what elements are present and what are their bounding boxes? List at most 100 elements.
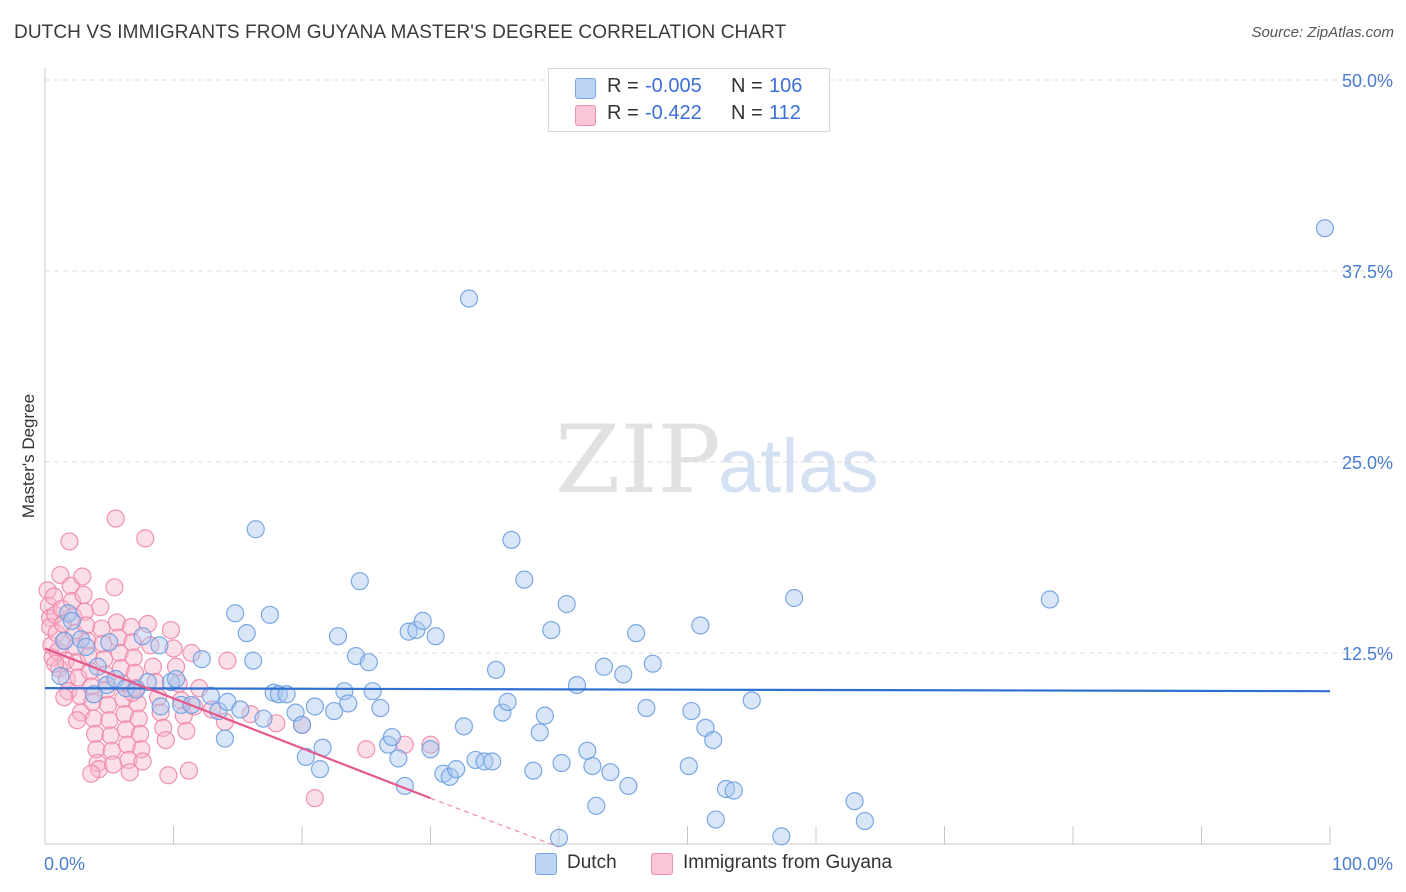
guyana-point — [92, 619, 111, 638]
y-tick-label: 37.5% — [1342, 262, 1393, 282]
dutch-point — [151, 697, 170, 716]
dutch-point — [542, 620, 561, 640]
dutch-point — [426, 627, 445, 646]
guyana-point — [91, 598, 110, 617]
guyana-point — [105, 578, 124, 597]
dutch-point — [679, 756, 698, 776]
guyana-point — [106, 509, 125, 528]
dutch-point — [530, 723, 549, 742]
y-axis-label: Master's Degree — [19, 394, 38, 518]
legend-r-label: R = — [607, 102, 639, 124]
guyana-point — [84, 709, 103, 728]
series-dutch — [51, 219, 1334, 847]
dutch-point — [407, 620, 426, 640]
dutch-point — [524, 761, 543, 780]
legend-r-value: -0.005 — [645, 75, 702, 97]
legend-n-label: N = — [731, 75, 763, 97]
dutch-point — [486, 660, 506, 679]
guyana-point — [69, 668, 88, 687]
watermark-atlas: atlas — [718, 424, 879, 509]
dutch-point — [226, 604, 245, 623]
dutch-point — [493, 703, 512, 722]
guyana-point — [143, 657, 163, 676]
guyana-point — [357, 740, 376, 759]
guyana-point — [136, 529, 155, 548]
guyana-point — [120, 763, 139, 782]
guyana-point — [218, 651, 237, 670]
guyana-point — [177, 721, 196, 741]
guyana-point — [107, 613, 127, 632]
legend-swatch-dutch — [535, 853, 557, 875]
dutch-point — [51, 666, 70, 686]
series-guyana — [38, 509, 440, 808]
dutch-trend-line — [44, 687, 1331, 693]
dutch-point — [77, 637, 96, 656]
guyana-point — [421, 735, 440, 754]
axes — [44, 68, 1331, 845]
dutch-point — [413, 611, 432, 631]
legend-r-value: -0.422 — [645, 102, 702, 124]
dutch-point — [682, 701, 701, 721]
y-tick-label: 25.0% — [1342, 453, 1393, 473]
guyana-point — [98, 695, 118, 715]
guyana-point — [88, 753, 107, 773]
guyana-point — [73, 567, 92, 586]
dutch-point — [84, 685, 103, 704]
x-tick-label: 100.0% — [1332, 854, 1393, 874]
guyana-point — [101, 726, 120, 745]
dutch-point — [785, 588, 804, 608]
watermark: ZIP atlas — [555, 406, 879, 515]
dutch-point — [716, 779, 736, 799]
dutch-point — [459, 289, 479, 308]
guyana-point — [182, 643, 201, 663]
dutch-point — [62, 611, 82, 631]
guyana-point — [47, 624, 66, 643]
guyana-point — [115, 705, 134, 724]
dutch-point — [260, 605, 279, 624]
dutch-point — [594, 657, 614, 676]
guyana-point — [74, 585, 93, 605]
dutch-point — [691, 616, 710, 635]
dutch-point — [382, 727, 402, 747]
guyana-point — [82, 764, 101, 783]
dutch-point — [567, 675, 587, 695]
dutch-point — [296, 747, 315, 767]
guyana-point — [68, 711, 87, 730]
dutch-point — [704, 730, 723, 750]
dutch-point — [55, 631, 74, 650]
guyana-point — [78, 631, 97, 650]
dutch-point — [440, 767, 459, 786]
dutch-point — [161, 672, 181, 692]
guyana-point — [95, 650, 114, 669]
dutch-point — [614, 665, 633, 684]
dutch-point — [601, 763, 620, 782]
dutch-point — [237, 624, 256, 643]
dutch-point — [421, 740, 440, 759]
legend-swatch-dutch — [575, 78, 596, 99]
dutch-point — [535, 706, 554, 725]
guyana-trend-line — [44, 647, 431, 800]
dutch-point — [855, 811, 874, 831]
guyana-point — [179, 761, 199, 780]
y-tick-label: 12.5% — [1342, 644, 1393, 664]
dutch-point — [475, 752, 494, 771]
guyana-point — [77, 616, 96, 635]
guyana-point — [118, 735, 137, 754]
dutch-point — [389, 749, 408, 768]
dutch-point — [246, 520, 265, 539]
gridlines — [45, 79, 1392, 654]
dutch-point — [583, 756, 602, 776]
guyana-point — [60, 532, 79, 551]
dutch-point — [1315, 219, 1334, 238]
y-tick-label: 50.0% — [1342, 71, 1393, 91]
guyana-point — [100, 711, 119, 730]
dutch-point — [292, 715, 312, 734]
guyana-point — [305, 789, 324, 808]
dutch-point — [254, 709, 273, 728]
dutch-point — [150, 636, 169, 655]
guyana-point — [104, 755, 123, 774]
guyana-point — [86, 724, 105, 744]
guyana-point — [109, 628, 128, 647]
guyana-trend-extension — [430, 797, 560, 848]
chart-title: DUTCH VS IMMIGRANTS FROM GUYANA MASTER'S… — [14, 22, 787, 43]
